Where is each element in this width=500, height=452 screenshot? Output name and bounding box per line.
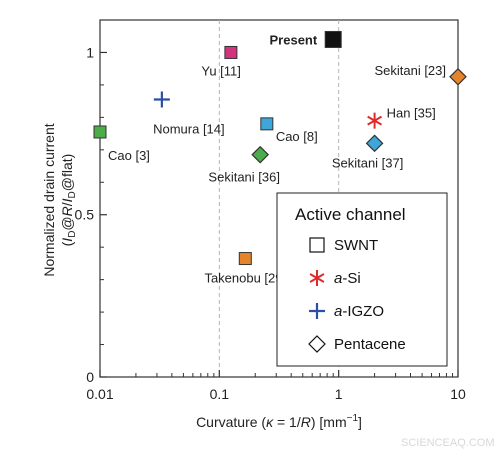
point-label-sekitani-23: Sekitani [23]: [374, 63, 446, 78]
y-tick-label-1: 1: [86, 44, 94, 60]
point-yu-11: [224, 45, 238, 59]
point-labels: Present Yu [11] Nomura [14]Cao [3] Cao [8] S…: [108, 32, 446, 285]
legend-label-aigzo: a-IGZO: [334, 303, 384, 320]
legend-label-pentacene: Pentacene: [334, 336, 406, 353]
legend: Active channel SWNT a-Si a-IGZO Pentacen…: [276, 192, 448, 367]
point-label-takenobu-29: Takenobu [29]: [204, 271, 286, 286]
point-label-sekitani-37: Sekitani [37]: [332, 155, 404, 170]
legend-marker-1: [309, 270, 325, 286]
point-label-cao-3: Cao [3]: [108, 148, 150, 163]
y-tick-label-0: 0: [86, 369, 94, 385]
point-cao-8: [260, 117, 274, 131]
x-tick-label-0-1: 0.1: [210, 386, 230, 402]
y-axis-label-line1: Normalized drain current: [41, 123, 57, 276]
point-cao-3: [93, 125, 107, 139]
plot-frame: [99, 19, 459, 378]
point-label-han-35: Han [35]: [387, 106, 436, 121]
point-sekitani-37: [365, 134, 384, 153]
legend-label-asi: a-Si: [334, 270, 361, 287]
legend-marker-0: [309, 237, 325, 253]
axis-ticks: [99, 51, 459, 378]
y-tick-label-0-5: 0.5: [75, 207, 95, 223]
point-present: [324, 30, 342, 48]
x-tick-label-1: 1: [335, 386, 343, 402]
point-label-sekitani-36: Sekitani [36]: [208, 170, 280, 185]
point-sekitani-36: [251, 145, 270, 164]
point-sekitani-23: [449, 67, 467, 86]
legend-title: Active channel: [295, 205, 406, 224]
point-label-present: Present: [270, 32, 318, 47]
point-label-yu-11: Yu [11]: [201, 63, 241, 78]
x-axis-label: Curvature (κ = 1/R) [mm−1]: [196, 413, 362, 430]
y-axis-label: Normalized drain current (ID@R/ID@flat): [41, 123, 78, 276]
data-points: [93, 30, 467, 266]
legend-marker-2: [309, 303, 325, 319]
point-han-35: [367, 112, 383, 129]
watermark: SCIENCEAQ.COM: [401, 437, 495, 449]
point-label-cao-8: Cao [8]: [276, 129, 318, 144]
point-nomura-14: [153, 91, 170, 108]
x-tick-label-10: 10: [450, 386, 466, 402]
point-label-nomura-14: Nomura [14]: [153, 122, 225, 137]
point-takenobu-29: [238, 252, 252, 266]
y-axis-label-line2: (ID@R/ID@flat): [59, 154, 78, 247]
x-tick-label-0-01: 0.01: [86, 386, 113, 402]
legend-label-swnt: SWNT: [334, 237, 378, 254]
legend-box: [276, 192, 448, 367]
legend-marker-3: [308, 335, 326, 353]
legend-markers: [308, 237, 326, 353]
tick-labels: 0.01 0.1 1 10 0 0.5 1: [75, 44, 466, 402]
